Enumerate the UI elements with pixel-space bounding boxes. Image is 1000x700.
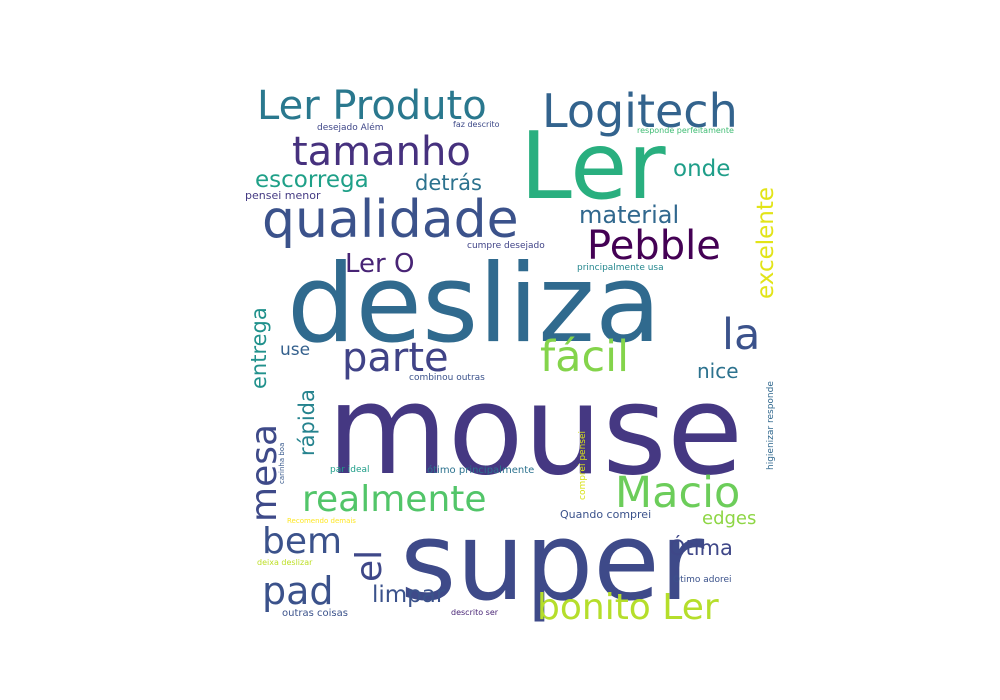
word-tamanho: tamanho [292, 129, 471, 175]
word-par-ideal: par ideal [330, 465, 370, 475]
word-carinha-boa: carinha boa [278, 442, 286, 484]
word-la: la [722, 310, 761, 360]
word-detras: detrás [415, 171, 482, 195]
word-macio: Macio [615, 468, 741, 518]
word-pebble: Pebble [587, 223, 721, 269]
word-el: el [349, 549, 390, 582]
word-edges: edges [702, 508, 757, 529]
word-ler-produto: Ler Produto [257, 84, 487, 129]
word-faz-descrito: faz descrito [453, 120, 500, 129]
word-otimo-adorei: Otimo adorei [673, 575, 732, 585]
word-cumpre-desejado: cumpre desejado [467, 241, 545, 251]
word-logitech: Logitech [542, 84, 738, 138]
word-desliza: desliza [287, 242, 662, 367]
word-facil: fácil [540, 332, 630, 382]
word-otima: Ótima [669, 536, 733, 560]
word-bem: bem [262, 521, 343, 562]
word-descrito-ser: descrito ser [451, 608, 499, 617]
word-quando-comprei: Quando comprei [560, 508, 652, 521]
word-parte: parte [342, 335, 449, 381]
word-material: material [579, 201, 680, 229]
word-combinou-outras: combinou outras [409, 373, 485, 383]
word-deixa-deslizar: deixa deslizar [257, 558, 313, 567]
word-escorrega: escorrega [255, 167, 369, 193]
word-limpar: limpar [372, 582, 446, 608]
word-entrega: entrega [247, 307, 271, 389]
word-ler-o: Ler O [345, 249, 415, 279]
word-desejado-alem: desejado Além [317, 123, 384, 133]
word-otimo-principalmente: ótimo principalmente [427, 465, 535, 476]
word-cloud: mouse super desliza Ler qualidade Logite… [237, 84, 780, 627]
word-mouse: mouse [327, 359, 744, 503]
word-outras-coisas: outras coisas [282, 608, 348, 619]
word-recomendo-demais: Recomendo demais [287, 517, 356, 525]
word-higienizar-responde: higienizar responde [766, 381, 776, 470]
word-excelente: excelente [753, 186, 779, 299]
word-bonito-ler: bonito Ler [537, 587, 719, 627]
word-realmente: realmente [302, 479, 487, 520]
word-principalmente-usa: principalmente usa [577, 263, 664, 273]
word-use: use [280, 340, 311, 360]
word-pad: pad [262, 569, 334, 613]
word-comprei-pensei: comprei pensei [578, 430, 588, 500]
word-super: super [400, 500, 705, 625]
word-qualidade: qualidade [262, 190, 519, 250]
word-rapida: rápida [295, 389, 319, 456]
word-nice: nice [697, 359, 739, 383]
word-pensei-menor: pensei menor [245, 189, 321, 202]
word-responde-perfeitamente: responde perfeitamente [637, 126, 734, 135]
word-ler: Ler [520, 112, 666, 220]
word-onde: onde [673, 156, 731, 182]
